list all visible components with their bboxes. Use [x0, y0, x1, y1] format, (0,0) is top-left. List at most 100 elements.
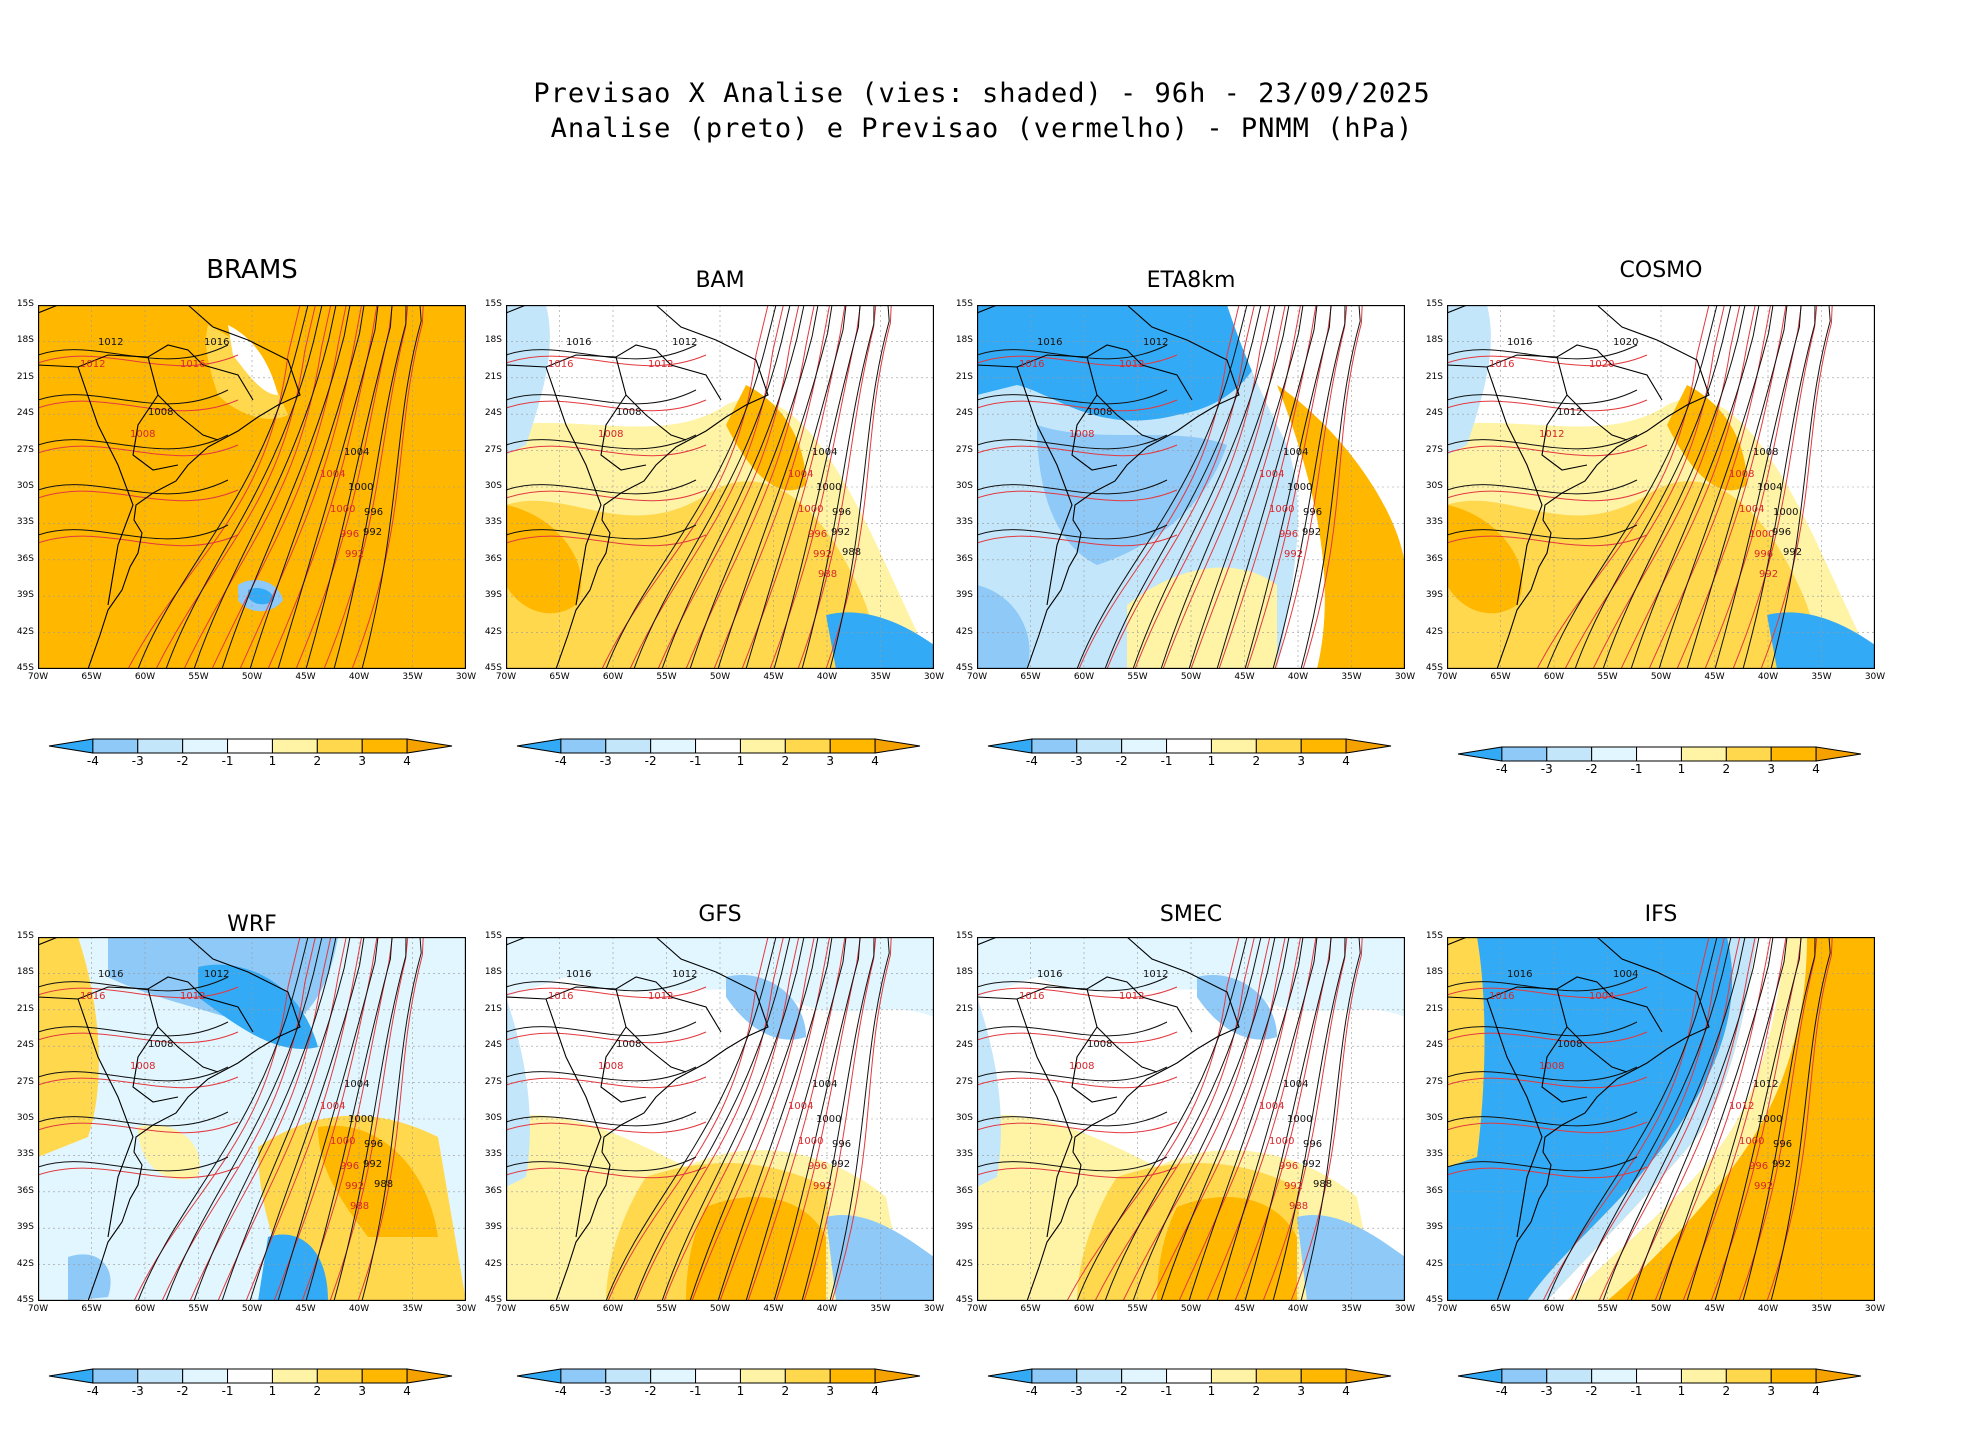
colorbar-tick-label: 4 — [1342, 1384, 1350, 1398]
isobar-label-analysis: 996 — [364, 507, 383, 518]
latitude-label: 45S — [955, 1295, 973, 1305]
latitude-label: 42S — [955, 626, 973, 637]
colorbar-swatch — [271, 738, 318, 754]
isobar-label-forecast: 996 — [1279, 1161, 1298, 1172]
latitude-label: 18S — [955, 335, 973, 346]
longitude-label: 45W — [295, 672, 316, 682]
longitude-label: 40W — [816, 672, 838, 682]
colorbar-tick-label: -1 — [689, 1384, 702, 1398]
isobar-label-analysis: 1000 — [816, 1114, 841, 1125]
longitude-label: 30W — [923, 672, 945, 682]
colorbar-tick-label: 4 — [1812, 762, 1820, 776]
isobar-label-forecast: 992 — [345, 549, 364, 560]
colorbar-tick-label: 2 — [1722, 762, 1731, 776]
colorbar-swatch — [48, 1368, 94, 1384]
colorbar-tick-label: -4 — [86, 1384, 99, 1398]
colorbar-swatch — [361, 1368, 408, 1384]
colorbar-swatch — [1121, 1368, 1168, 1384]
colorbar-swatch — [1636, 746, 1682, 762]
panel-title-brams: BRAMS — [206, 255, 298, 285]
latitude-label: 30S — [1425, 1113, 1443, 1123]
longitude-label: 60W — [1073, 672, 1095, 682]
colorbar — [987, 738, 1393, 758]
isobar-label-analysis: 1000 — [1757, 1114, 1782, 1125]
colorbar-swatch — [182, 1368, 229, 1384]
isobar-labels: 1016101610121012100810081004100410001000… — [1019, 337, 1322, 560]
longitude-label: 30W — [1864, 672, 1886, 682]
longitude-label: 50W — [1180, 672, 1202, 682]
panel-title-ifs: IFS — [1644, 902, 1678, 927]
colorbar-swatch — [1076, 1368, 1123, 1384]
coastline-borders — [38, 305, 301, 669]
isobar-label-analysis: 988 — [374, 1179, 393, 1190]
colorbar-tick-label: -4 — [1495, 1384, 1508, 1398]
colorbar-tick-label: 1 — [268, 754, 277, 768]
isobar-label-analysis: 1016 — [1507, 969, 1532, 980]
isobar-label-forecast: 1004 — [1259, 469, 1284, 480]
isobar-label-forecast: 1008 — [598, 429, 623, 440]
colorbar-swatch — [1345, 1368, 1392, 1384]
longitude-label: 50W — [709, 672, 731, 682]
colorbar-tick-label: -3 — [1540, 762, 1553, 776]
colorbar-swatch — [48, 738, 94, 754]
panel-title-wrf: WRF — [227, 912, 277, 937]
longitude-label: 50W — [241, 1304, 263, 1314]
map-canvas: 1016101610121012100810081004100410001000… — [977, 937, 1405, 1301]
colorbar-swatch — [1815, 1368, 1862, 1384]
isobar-contours — [977, 305, 1363, 669]
coastline-borders — [506, 937, 769, 1301]
isobar-label-analysis: 1004 — [1283, 1079, 1308, 1090]
isobar-label-forecast: 1016 — [80, 991, 105, 1002]
latitude-label: 33S — [16, 1149, 34, 1160]
colorbar-swatch — [1255, 738, 1302, 754]
latitude-label: 33S — [16, 517, 34, 528]
isobar-label-forecast: 1012 — [180, 991, 205, 1002]
longitude-label: 60W — [134, 672, 156, 682]
isobar-label-forecast: 1004 — [1259, 1101, 1284, 1112]
latitude-label: 15S — [484, 931, 502, 941]
colorbar-tick-label: -3 — [1070, 754, 1083, 768]
isobar-label-forecast: 1000 — [1739, 1136, 1764, 1147]
isobar-label-forecast: 992 — [1284, 1181, 1303, 1192]
panel-title-cosmo: COSMO — [1619, 258, 1703, 283]
colorbar-tick-label: 4 — [871, 754, 879, 768]
colorbar-tick-label: -4 — [1025, 1384, 1038, 1398]
isobar-label-forecast: 988 — [818, 569, 837, 580]
colorbar-tick-label: -3 — [131, 754, 144, 768]
colorbar-tick-label: -2 — [176, 1384, 189, 1398]
isobar-label-analysis: 1016 — [204, 337, 229, 348]
isobar-label-analysis: 1000 — [348, 482, 373, 493]
colorbar-tick-label: -4 — [1025, 754, 1038, 768]
isobar-label-forecast: 1004 — [320, 469, 345, 480]
colorbar-tick-label: -1 — [1630, 762, 1643, 776]
colorbar-swatch — [987, 738, 1033, 754]
isobar-label-forecast: 992 — [1754, 1181, 1773, 1192]
isobar-label-analysis: 1008 — [148, 407, 173, 418]
latitude-label: 18S — [484, 967, 502, 978]
latitude-label: 30S — [484, 1113, 502, 1123]
isobar-label-analysis: 992 — [363, 527, 382, 538]
colorbar-tick-label: 2 — [313, 1384, 322, 1398]
coastline-borders — [1447, 305, 1710, 669]
isobar-label-forecast: 1016 — [1019, 991, 1044, 1002]
latitude-label: 36S — [484, 1185, 502, 1196]
isobar-label-forecast: 1008 — [130, 1061, 155, 1072]
colorbar-swatch — [1031, 1368, 1078, 1384]
isobar-label-analysis: 1000 — [1287, 482, 1312, 493]
isobar-label-forecast: 1000 — [798, 504, 823, 515]
longitude-label: 30W — [1864, 1304, 1886, 1314]
longitude-label: 70W — [966, 672, 988, 682]
isobar-label-forecast: 1000 — [1269, 504, 1294, 515]
latitude-label: 45S — [1425, 1295, 1443, 1305]
colorbar — [1457, 1368, 1863, 1388]
colorbar-tick-label: 2 — [781, 1384, 790, 1398]
longitude-label: 55W — [1597, 1304, 1618, 1314]
colorbar-swatch — [1210, 1368, 1257, 1384]
isobar-label-analysis: 1012 — [672, 969, 697, 980]
longitude-label: 35W — [1811, 672, 1832, 682]
colorbar-tick-label: 2 — [1252, 1384, 1261, 1398]
longitude-label: 60W — [602, 672, 624, 682]
longitude-label: 70W — [1436, 1304, 1458, 1314]
colorbar-swatch — [1121, 738, 1168, 754]
longitude-label: 40W — [1757, 672, 1779, 682]
